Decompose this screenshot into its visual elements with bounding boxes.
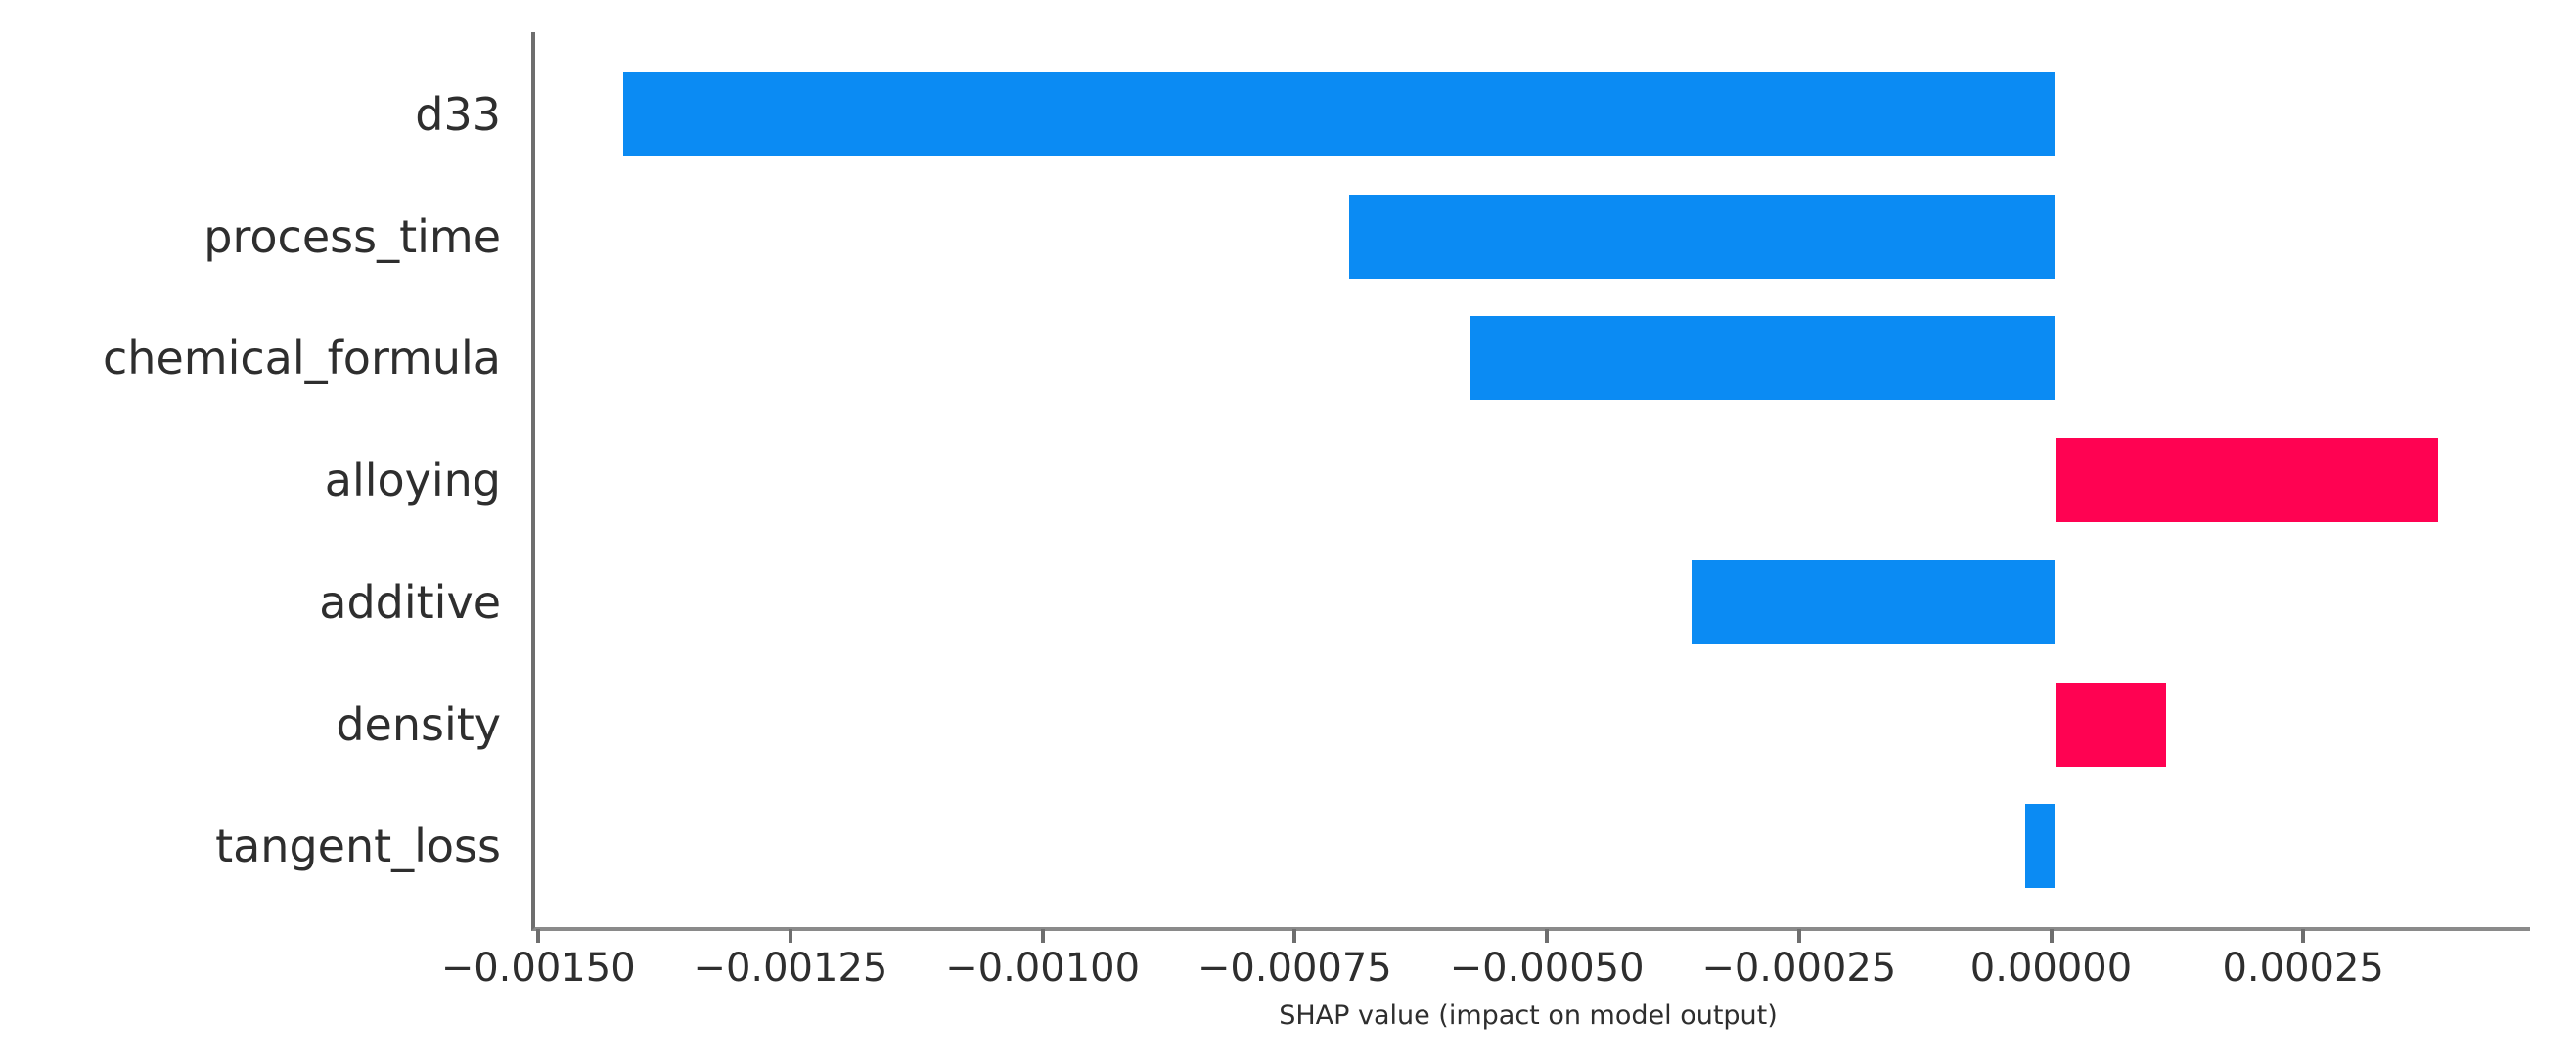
x-tick-mark [1040, 929, 1045, 943]
bar-chemical_formula [1469, 316, 2056, 401]
bar-density [2055, 682, 2166, 767]
x-tick-label: −0.00150 [440, 946, 636, 991]
x-tick-mark [2049, 929, 2054, 943]
y-tick-label-tangent_loss: tangent_loss [215, 820, 501, 873]
x-tick-mark [1545, 929, 1550, 943]
x-tick-label: −0.00075 [1197, 946, 1392, 991]
bar-alloying [2055, 438, 2439, 523]
x-tick-mark [788, 929, 792, 943]
x-tick-label: −0.00025 [1701, 946, 1897, 991]
bar-additive [1692, 559, 2056, 644]
x-tick-mark [1796, 929, 1801, 943]
x-tick-mark [536, 929, 541, 943]
y-tick-label-chemical_formula: chemical_formula [103, 332, 501, 385]
x-tick-mark [2301, 929, 2306, 943]
y-tick-label-process_time: process_time [203, 209, 501, 263]
y-tick-label-additive: additive [319, 575, 501, 629]
bar-d33 [622, 72, 2056, 156]
y-tick-label-density: density [336, 697, 501, 751]
x-tick-label: −0.00125 [693, 946, 888, 991]
y-tick-label-alloying: alloying [324, 454, 501, 508]
x-tick-mark [1292, 929, 1297, 943]
x-tick-label: −0.00050 [1449, 946, 1645, 991]
x-axis-title: SHAP value (impact on model output) [1279, 1000, 1778, 1031]
bar-tangent_loss [2024, 804, 2056, 889]
plot-area [531, 32, 2530, 931]
x-tick-label: 0.00000 [1969, 946, 2133, 991]
x-tick-label: −0.00100 [945, 946, 1141, 991]
y-tick-label-d33: d33 [415, 88, 501, 141]
bar-process_time [1348, 194, 2056, 279]
x-tick-label: 0.00025 [2222, 946, 2384, 991]
